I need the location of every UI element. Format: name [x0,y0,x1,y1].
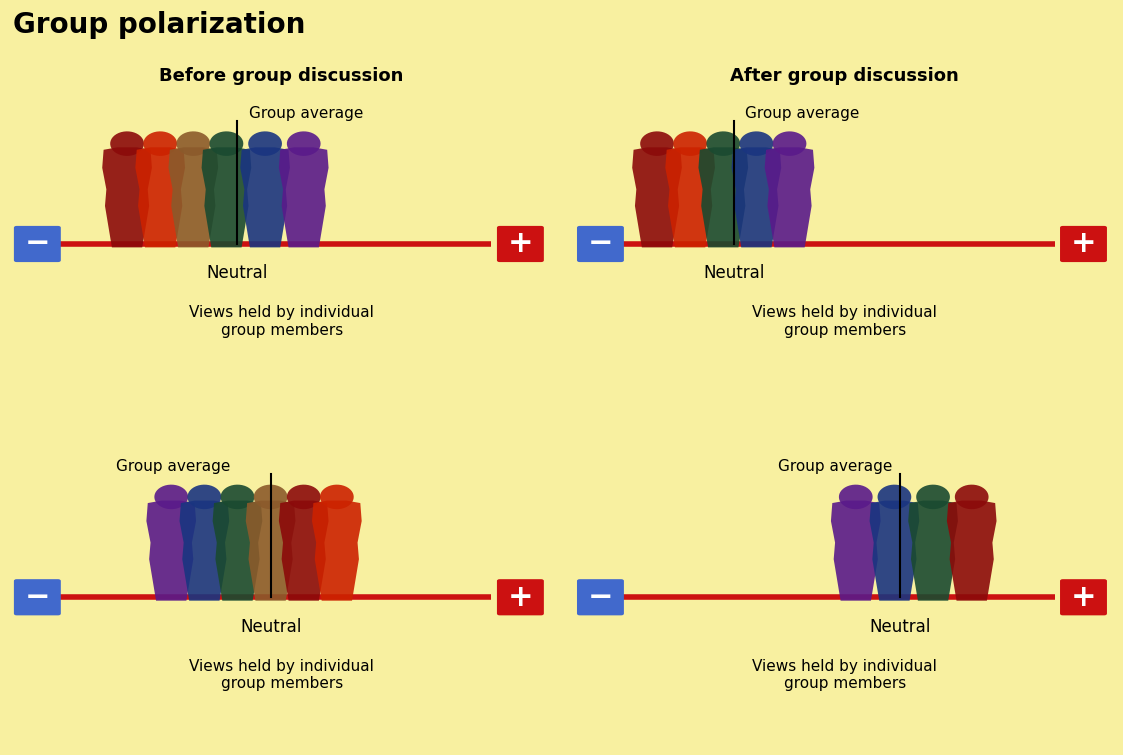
FancyBboxPatch shape [13,226,61,262]
Text: +: + [508,583,533,612]
FancyBboxPatch shape [13,579,61,615]
Polygon shape [212,501,263,601]
Polygon shape [877,485,911,509]
FancyBboxPatch shape [577,226,624,262]
Polygon shape [640,131,674,156]
Text: +: + [1070,583,1096,612]
FancyBboxPatch shape [497,579,544,615]
FancyBboxPatch shape [497,226,544,262]
Text: Neutral: Neutral [207,264,268,282]
Polygon shape [947,501,996,601]
Polygon shape [706,131,740,156]
Text: Group average: Group average [116,459,230,474]
Polygon shape [180,501,229,601]
Polygon shape [665,147,715,248]
FancyBboxPatch shape [577,579,624,615]
Polygon shape [102,147,152,248]
Polygon shape [136,147,185,248]
Text: Group average: Group average [778,459,893,474]
Polygon shape [740,131,774,156]
Polygon shape [286,485,320,509]
Polygon shape [248,131,282,156]
Polygon shape [765,147,814,248]
Text: −: − [25,230,49,258]
Polygon shape [699,147,748,248]
Text: Neutral: Neutral [240,618,301,636]
Text: Views held by individual
group members: Views held by individual group members [752,306,938,337]
Polygon shape [176,131,210,156]
Polygon shape [146,501,197,601]
Polygon shape [240,147,290,248]
Polygon shape [839,485,873,509]
Polygon shape [220,485,255,509]
Polygon shape [909,501,958,601]
Polygon shape [286,131,320,156]
Polygon shape [144,131,177,156]
Polygon shape [773,131,806,156]
Polygon shape [168,147,218,248]
Text: Neutral: Neutral [704,264,765,282]
Polygon shape [955,485,988,509]
FancyBboxPatch shape [1060,579,1107,615]
Polygon shape [202,147,252,248]
Text: Group average: Group average [746,106,860,121]
Text: −: − [25,583,49,612]
Text: −: − [587,230,613,258]
Polygon shape [674,131,707,156]
Polygon shape [831,501,880,601]
Text: Group average: Group average [248,106,363,121]
Polygon shape [279,147,329,248]
Polygon shape [110,131,144,156]
Text: −: − [587,583,613,612]
Text: Views held by individual
group members: Views held by individual group members [189,658,374,691]
Polygon shape [154,485,189,509]
Polygon shape [246,501,295,601]
Text: Group polarization: Group polarization [13,11,305,39]
FancyBboxPatch shape [1060,226,1107,262]
Text: Views held by individual
group members: Views held by individual group members [752,658,938,691]
Polygon shape [320,485,354,509]
Polygon shape [210,131,244,156]
Text: Neutral: Neutral [869,618,931,636]
Polygon shape [254,485,287,509]
Text: +: + [1070,230,1096,258]
Text: Views held by individual
group members: Views held by individual group members [189,306,374,337]
Polygon shape [632,147,682,248]
Polygon shape [279,501,329,601]
Text: Before group discussion: Before group discussion [159,66,404,85]
Text: +: + [508,230,533,258]
Polygon shape [916,485,950,509]
Polygon shape [731,147,782,248]
Polygon shape [869,501,920,601]
Polygon shape [188,485,221,509]
Polygon shape [312,501,362,601]
Text: After group discussion: After group discussion [730,66,959,85]
